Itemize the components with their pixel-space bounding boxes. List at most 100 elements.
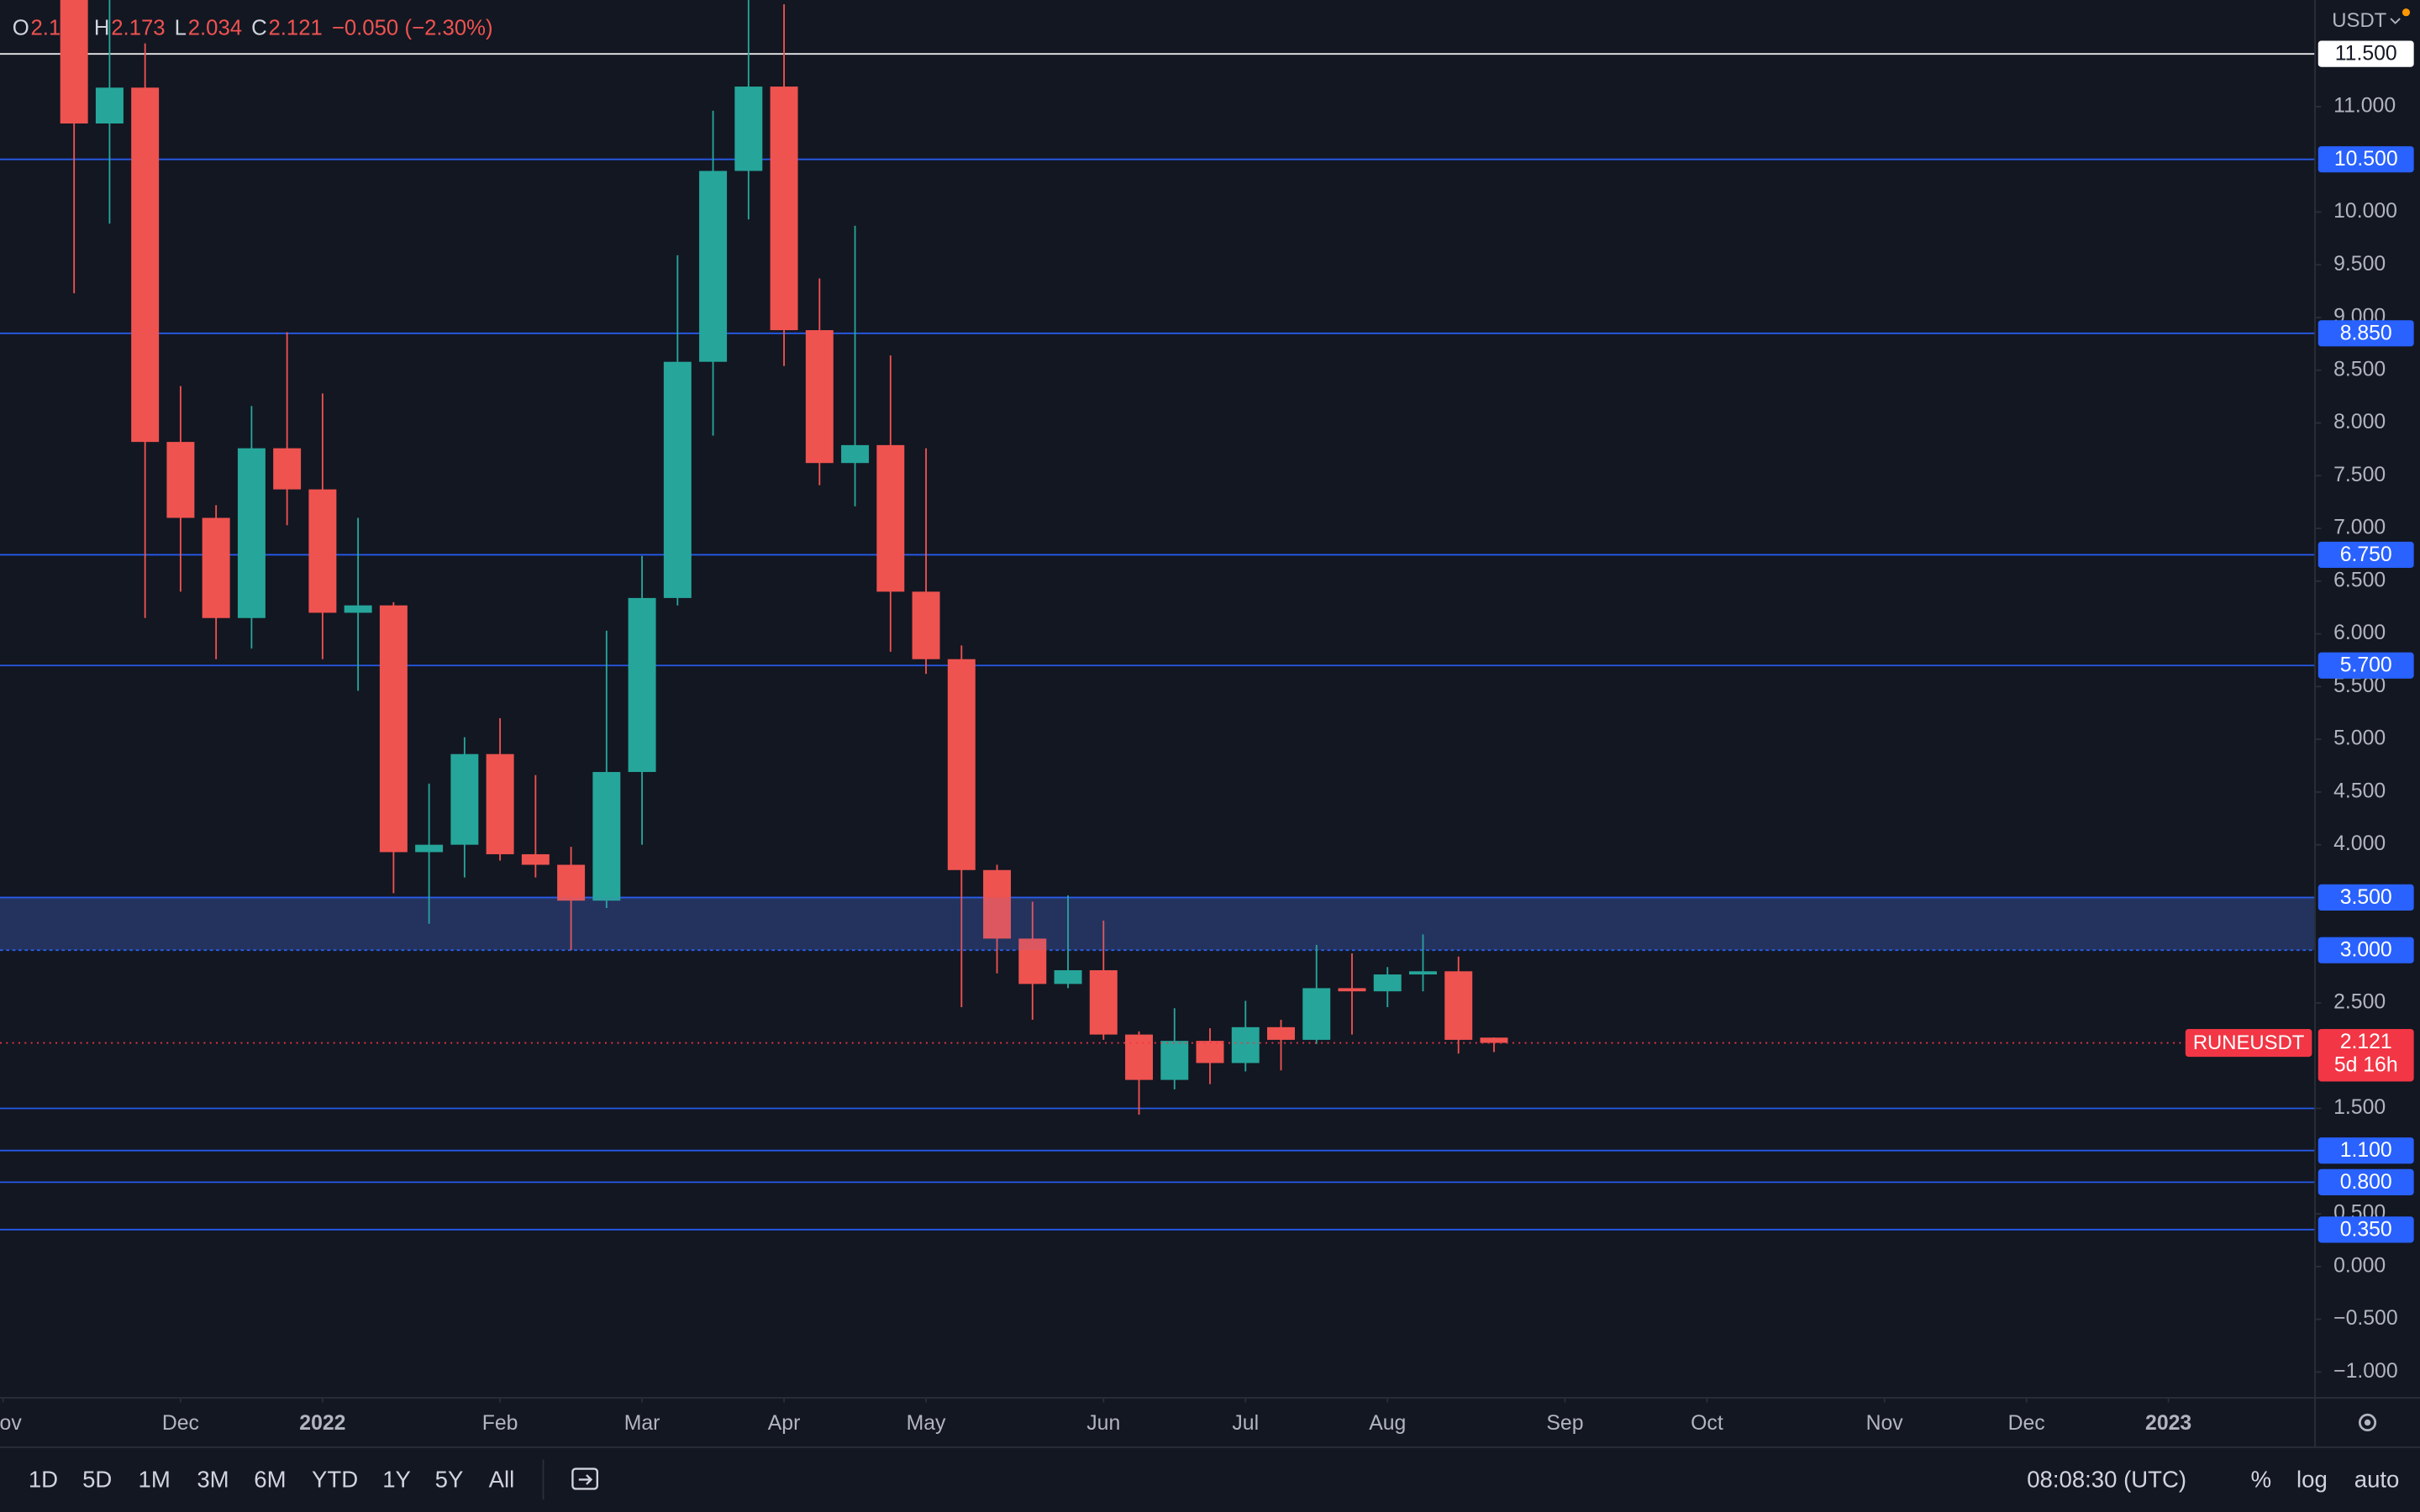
- legend-value: 2.121: [269, 17, 323, 40]
- candle-body: [557, 864, 586, 901]
- level-badge: [2317, 884, 2414, 911]
- y-tick-label: −1.000: [2333, 1360, 2398, 1383]
- x-tick-label: Dec: [2008, 1412, 2045, 1435]
- y-tick-label: 8.500: [2333, 358, 2386, 381]
- legend-change-pct: (−2.30%): [405, 17, 493, 40]
- candle-body: [841, 444, 870, 464]
- y-tick-label: 11.000: [2333, 94, 2396, 117]
- level-badge: [2317, 1168, 2414, 1195]
- candle-body: [486, 753, 514, 854]
- candle-body: [912, 591, 940, 659]
- level-badge-label: 8.850: [2340, 322, 2392, 344]
- range-button[interactable]: 1D: [29, 1467, 58, 1493]
- range-button[interactable]: All: [489, 1467, 515, 1493]
- currency-caret: [2390, 18, 2401, 24]
- candle-body: [1125, 1034, 1153, 1080]
- candle-body: [1160, 1041, 1189, 1080]
- level-badge-label: 3.500: [2340, 886, 2392, 909]
- range-button[interactable]: 1Y: [382, 1467, 411, 1493]
- range-button[interactable]: 5Y: [435, 1467, 464, 1493]
- settings-icon[interactable]: [2358, 1413, 2377, 1432]
- y-tick-label: 7.500: [2333, 464, 2386, 486]
- y-tick-label: 6.500: [2333, 569, 2386, 591]
- range-button[interactable]: 6M: [254, 1467, 286, 1493]
- y-tick-label: 5.000: [2333, 727, 2386, 750]
- price-countdown: 5d 16h: [2334, 1054, 2398, 1077]
- currency-label[interactable]: USDT: [2332, 9, 2386, 32]
- candle-body: [202, 517, 230, 618]
- legend-key: O: [13, 17, 29, 40]
- range-button[interactable]: 1M: [139, 1467, 171, 1493]
- scale-option[interactable]: %: [2251, 1467, 2272, 1493]
- settings-gear: [2358, 1413, 2377, 1432]
- candle-body: [1018, 938, 1047, 984]
- candle-body: [734, 87, 763, 171]
- level-badge: [2317, 1137, 2414, 1164]
- level-badge: [2317, 320, 2414, 347]
- candle-body: [450, 753, 479, 845]
- range-button[interactable]: YTD: [312, 1467, 358, 1493]
- candle-body: [415, 844, 444, 853]
- support-zone-overlay: [0, 897, 2316, 951]
- scale-option[interactable]: log: [2296, 1467, 2328, 1493]
- y-tick-label: 1.500: [2333, 1096, 2386, 1119]
- candle-body: [379, 605, 408, 853]
- level-badge-label: 0.350: [2340, 1218, 2392, 1241]
- candle-body: [1302, 988, 1331, 1040]
- candle-body: [131, 87, 160, 443]
- symbol-badge: [2185, 1029, 2312, 1058]
- candle-body: [308, 489, 337, 613]
- price-badge-label: 2.121: [2340, 1031, 2392, 1053]
- price-badge: [2317, 1029, 2414, 1082]
- x-tick-label: Feb: [482, 1412, 518, 1435]
- candle-body: [344, 605, 372, 613]
- y-tick-label: 8.000: [2333, 411, 2386, 433]
- candle-body: [805, 330, 834, 464]
- legend-change: −0.050: [332, 17, 398, 40]
- level-badge: [2317, 1216, 2414, 1243]
- candle-body: [699, 171, 728, 362]
- y-tick-label: 10.000: [2333, 200, 2397, 223]
- candle-body: [1373, 974, 1402, 992]
- candle-body: [663, 361, 692, 598]
- candle-body: [521, 853, 550, 865]
- level-badge-label: 5.700: [2340, 654, 2392, 677]
- level-badge: [2317, 937, 2414, 963]
- symbol-label: RUNEUSDT: [2193, 1032, 2305, 1054]
- legend-value: 2.171: [31, 17, 85, 40]
- x-tick-label: Jul: [1232, 1412, 1259, 1435]
- scale-option[interactable]: auto: [2354, 1467, 2400, 1493]
- candle-body: [60, 0, 88, 124]
- y-tick-label: 2.500: [2333, 991, 2386, 1014]
- candle-body: [1338, 988, 1366, 992]
- y-tick-label: 9.500: [2333, 253, 2386, 276]
- candle-body: [770, 87, 798, 331]
- y-tick-label: 0.000: [2333, 1254, 2386, 1277]
- candle-body: [166, 442, 195, 518]
- legend-value: 2.034: [188, 17, 242, 40]
- x-tick-label: Nov: [1866, 1412, 1904, 1435]
- replay-icon-frame: [571, 1467, 599, 1490]
- x-tick-label: Dec: [162, 1412, 199, 1435]
- replay-icon[interactable]: [571, 1467, 599, 1490]
- x-tick-label: May: [907, 1412, 946, 1435]
- candle-body: [1196, 1041, 1224, 1063]
- level-badge: [2317, 40, 2414, 67]
- level-badge-label: 0.800: [2340, 1171, 2392, 1194]
- candle-body: [1444, 971, 1473, 1040]
- range-button[interactable]: 3M: [197, 1467, 229, 1493]
- settings-gear-center: [2364, 1419, 2371, 1426]
- level-badge: [2317, 652, 2414, 679]
- y-tick-label: 7.000: [2333, 517, 2386, 539]
- level-badge-label: 1.100: [2340, 1139, 2392, 1162]
- x-tick-label: Apr: [768, 1412, 801, 1435]
- range-button[interactable]: 5D: [82, 1467, 112, 1493]
- level-badge-label: 6.750: [2340, 543, 2392, 566]
- level-badge-label: 11.500: [2335, 43, 2397, 66]
- candle-body: [628, 597, 656, 773]
- level-badge-label: 3.000: [2340, 939, 2392, 962]
- x-tick-label: Mar: [624, 1412, 660, 1435]
- y-tick-label: 4.500: [2333, 780, 2386, 802]
- x-tick-label: Jun: [1086, 1412, 1120, 1435]
